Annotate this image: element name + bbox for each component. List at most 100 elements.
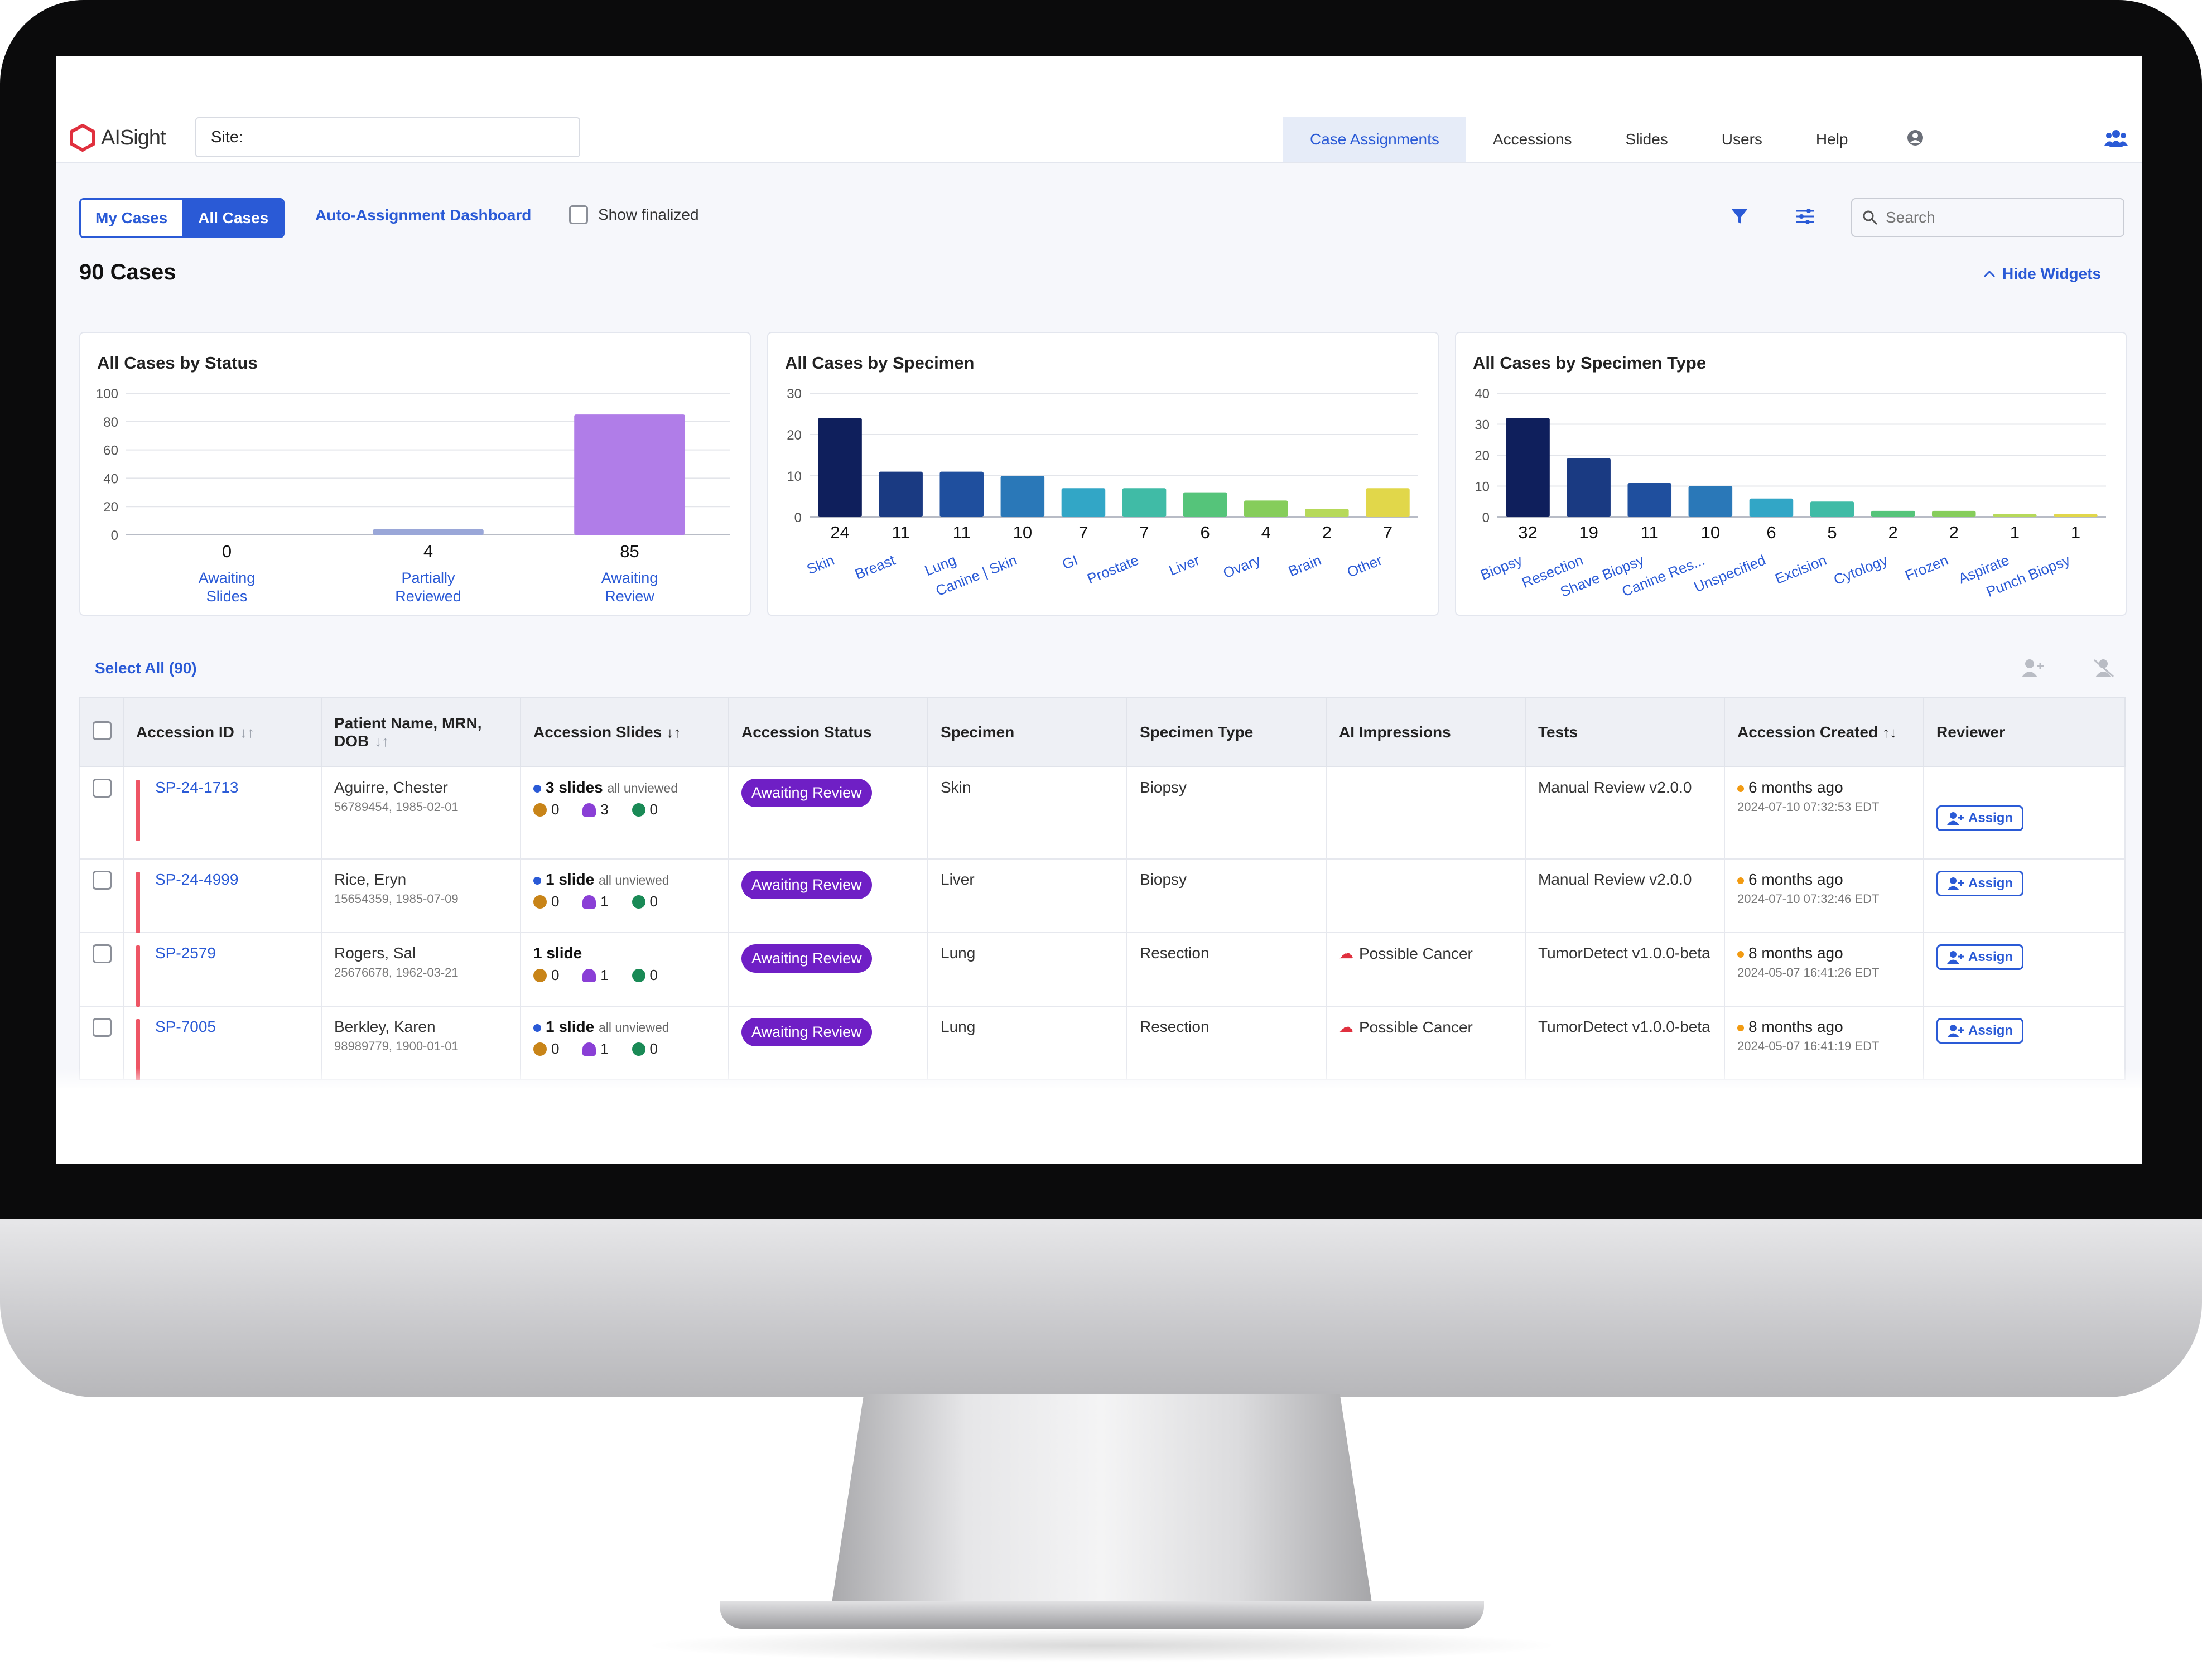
tests-cell: Manual Review v2.0.0 [1525, 766, 1725, 860]
accession-id-cell: SP-2579 [123, 932, 322, 1007]
x-category-label: Skin [804, 552, 837, 578]
table-row[interactable]: SP-2579 Rogers, Sal 25676678, 1962-03-21 … [79, 932, 2126, 1007]
column-header-accession-slides[interactable]: Accession Slides ↓↑ [520, 697, 729, 767]
specimen-cell: Liver [927, 858, 1127, 933]
bar [1122, 488, 1167, 517]
reviewer-cell: Assign [1923, 932, 2126, 1007]
bar-value-label: 11 [892, 523, 910, 542]
specimen-type-cell: Resection [1126, 932, 1327, 1007]
hide-widgets-button[interactable]: Hide Widgets [1983, 265, 2101, 283]
top-navbar: AISight Site: Case Assignments Accession… [56, 56, 2142, 163]
my-cases-button[interactable]: My Cases [81, 200, 182, 236]
x-category-label: Other [1345, 552, 1385, 581]
accession-created-cell: 6 months ago 2024-07-10 07:32:46 EDT [1724, 858, 1924, 933]
table-row[interactable]: SP-7005 Berkley, Karen 98989779, 1900-01-… [79, 1006, 2126, 1080]
select-all-link[interactable]: Select All (90) [95, 659, 197, 677]
assign-button[interactable]: Assign [1936, 1018, 2024, 1044]
site-selector[interactable]: Site: [195, 117, 580, 157]
accession-id-link[interactable]: SP-24-4999 [155, 871, 239, 888]
table-row[interactable]: SP-24-4999 Rice, Eryn 15654359, 1985-07-0… [79, 858, 2126, 933]
row-checkbox[interactable] [93, 871, 112, 890]
add-person-icon [1947, 1025, 1964, 1037]
select-all-checkbox[interactable] [93, 721, 112, 740]
aisight-logo[interactable]: AISight [70, 124, 166, 152]
nav-accessions[interactable]: Accessions [1492, 131, 1572, 148]
nav-slides[interactable]: Slides [1625, 131, 1668, 148]
table-row[interactable]: SP-24-1713 Aguirre, Chester 56789454, 198… [79, 766, 2126, 860]
patient-mrn-dob: 98989779, 1900-01-01 [334, 1039, 459, 1053]
row-select-cell [79, 932, 124, 1007]
column-header-tests: Tests [1525, 697, 1725, 767]
priority-indicator [136, 945, 140, 1007]
show-finalized-checkbox[interactable] [569, 205, 588, 224]
reviewers-metric: 1 [582, 893, 609, 910]
team-users-icon[interactable] [2104, 128, 2128, 147]
row-select-cell [79, 766, 124, 860]
column-header-accession-id[interactable]: Accession ID ↓↑ [123, 697, 322, 767]
completed-count: 0 [649, 801, 658, 818]
search-input[interactable] [1885, 208, 2110, 227]
bar [574, 414, 685, 535]
patient-name: Rogers, Sal [334, 944, 416, 962]
row-checkbox[interactable] [93, 944, 112, 963]
show-finalized-toggle[interactable]: Show finalized [569, 205, 699, 224]
bar [1871, 510, 1915, 517]
all-cases-button[interactable]: All Cases [182, 200, 283, 236]
row-checkbox[interactable] [93, 779, 112, 798]
filter-icon[interactable] [1729, 206, 1750, 226]
column-header-specimen: Specimen [927, 697, 1127, 767]
pending-metric: 0 [533, 801, 559, 818]
clock-icon [533, 1042, 547, 1056]
completed-count: 0 [649, 893, 658, 910]
accession-status-cell: Awaiting Review [728, 932, 928, 1007]
sort-icon[interactable]: ↓↑ [374, 733, 389, 750]
reviewers-count: 1 [600, 967, 609, 983]
x-category-label: Cytology [1831, 552, 1890, 588]
column-header-accession-created[interactable]: Accession Created ↑↓ [1724, 697, 1924, 767]
bar-value-label: 2 [1322, 523, 1332, 542]
assign-button[interactable]: Assign [1936, 805, 2024, 831]
reviewer-cell: Assign [1923, 766, 2126, 860]
accession-slides-cell: 1 slide all unviewed 0 1 0 [520, 1006, 729, 1080]
completed-metric: 0 [632, 801, 658, 818]
y-tick-label: 0 [794, 510, 802, 525]
sort-icon[interactable]: ↑↓ [1882, 724, 1897, 741]
accession-created-cell: 6 months ago 2024-07-10 07:32:53 EDT [1724, 766, 1924, 860]
remove-reviewer-icon[interactable] [2092, 658, 2116, 678]
user-account-icon[interactable] [1907, 129, 1924, 146]
row-checkbox[interactable] [93, 1018, 112, 1037]
y-tick-label: 0 [1482, 510, 1490, 525]
assign-button[interactable]: Assign [1936, 871, 2024, 896]
reviewers-count: 1 [600, 1040, 609, 1057]
accession-created-cell: 8 months ago 2024-05-07 16:41:19 EDT [1724, 1006, 1924, 1080]
patient-mrn-dob: 25676678, 1962-03-21 [334, 965, 459, 979]
column-label: Accession Created [1737, 723, 1878, 741]
nav-help[interactable]: Help [1815, 131, 1848, 148]
sort-icon[interactable]: ↓↑ [239, 724, 254, 741]
bar-value-label: 32 [1518, 523, 1537, 542]
specimen-cell: Lung [927, 932, 1127, 1007]
bar [879, 471, 923, 517]
row-select-cell [79, 858, 124, 933]
monitor-stand [831, 1394, 1372, 1606]
patient-mrn-dob: 56789454, 1985-02-01 [334, 800, 459, 814]
add-reviewer-icon[interactable] [2021, 658, 2044, 678]
sort-desc-icon[interactable]: ↓↑ [666, 724, 681, 741]
nav-case-assignments[interactable]: Case Assignments [1283, 117, 1466, 162]
assign-button[interactable]: Assign [1936, 944, 2024, 970]
search-box[interactable] [1851, 198, 2124, 237]
bar [1506, 418, 1550, 517]
column-label: Accession Slides [533, 723, 662, 741]
sliders-icon[interactable] [1795, 207, 1815, 225]
accession-id-link[interactable]: SP-2579 [155, 944, 216, 962]
accession-id-link[interactable]: SP-7005 [155, 1018, 216, 1035]
assign-label: Assign [1968, 949, 2013, 964]
column-header-patient[interactable]: Patient Name, MRN, DOB ↓↑ [321, 697, 521, 767]
accession-id-link[interactable]: SP-24-1713 [155, 779, 239, 796]
bar [1000, 476, 1045, 517]
x-category-label: Lung [922, 552, 958, 579]
nav-users[interactable]: Users [1721, 131, 1762, 148]
accession-status-cell: Awaiting Review [728, 1006, 928, 1080]
auto-assignment-dashboard-link[interactable]: Auto-Assignment Dashboard [315, 206, 532, 224]
y-tick-label: 20 [103, 500, 118, 515]
